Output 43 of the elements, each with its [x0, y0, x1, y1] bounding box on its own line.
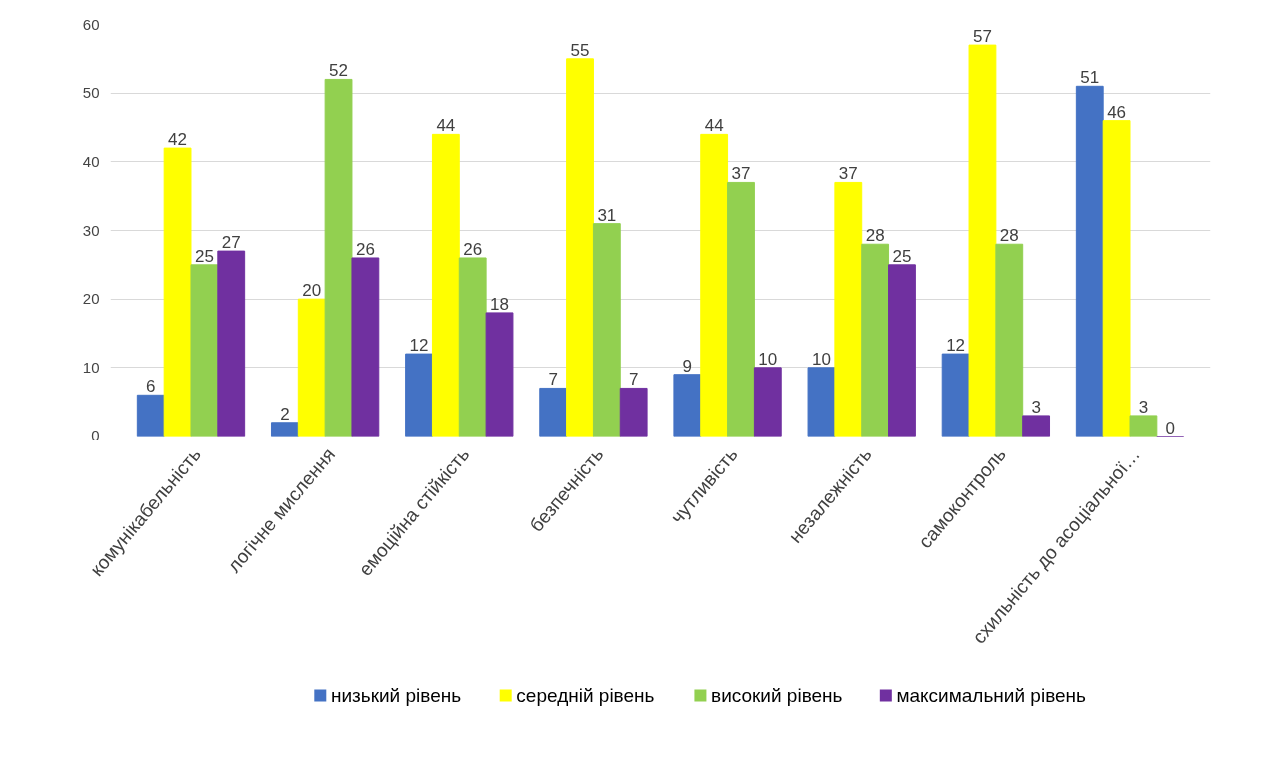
data-label: 3 — [1031, 397, 1041, 417]
data-label: 28 — [999, 226, 1019, 246]
data-label: 51 — [1080, 68, 1100, 88]
y-tick-label: 0 — [91, 426, 100, 444]
y-tick-label: 10 — [82, 358, 100, 376]
y-tick-label: 50 — [82, 84, 100, 102]
data-label: 26 — [463, 239, 483, 259]
data-label: 20 — [302, 281, 322, 301]
data-label: 12 — [409, 336, 429, 356]
legend-label: максимальний рівень — [896, 685, 1087, 706]
data-label: 57 — [973, 27, 992, 47]
y-tick-label: 20 — [82, 290, 100, 308]
y-tick-label: 30 — [82, 221, 100, 239]
data-label: 7 — [628, 370, 639, 390]
legend-label: високий рівень — [711, 685, 843, 706]
data-label: 27 — [221, 233, 241, 253]
data-label: 10 — [812, 349, 831, 369]
data-label: 37 — [731, 164, 751, 184]
data-label: 28 — [865, 226, 885, 246]
data-label: 42 — [168, 130, 188, 150]
data-label: 25 — [194, 246, 214, 266]
data-label: 7 — [548, 370, 558, 390]
data-label: 10 — [758, 349, 778, 369]
y-tick-label: 60 — [82, 15, 100, 33]
legend-label: середній рівень — [516, 685, 655, 706]
data-label: 25 — [892, 246, 912, 266]
data-label: 44 — [436, 116, 456, 136]
data-label: 46 — [1107, 102, 1127, 122]
data-label: 12 — [946, 336, 966, 356]
y-tick-label: 40 — [82, 152, 100, 170]
data-label: 26 — [355, 239, 375, 259]
data-label: 9 — [682, 356, 693, 376]
legend-label: низький рівень — [330, 685, 462, 706]
data-label: 6 — [146, 377, 156, 397]
data-label: 31 — [597, 205, 617, 225]
data-label: 52 — [329, 61, 349, 81]
data-label: 2 — [280, 404, 290, 424]
data-label: 18 — [490, 294, 509, 314]
data-label: 55 — [570, 40, 590, 60]
data-label: 44 — [704, 116, 724, 136]
data-label: 3 — [1138, 397, 1149, 417]
data-label: 37 — [838, 164, 858, 184]
data-label: 0 — [1165, 418, 1175, 438]
